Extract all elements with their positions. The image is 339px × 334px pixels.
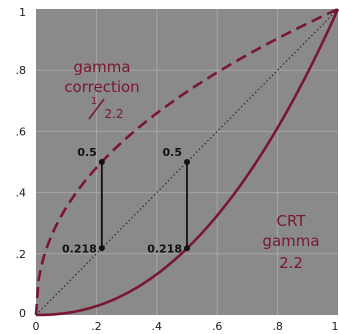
gamma-correction-curve	[34, 7, 339, 316]
marker-point-top	[184, 159, 190, 165]
crt-gamma-label-line2: gamma	[262, 232, 319, 250]
y-tick-label: .2	[16, 248, 27, 261]
grid-lines	[36, 9, 338, 315]
tick-labels: 0 .2 .4 .6 .8 1 0 .2 .4 .6 .8 1	[16, 6, 339, 333]
marker-point-bottom	[98, 245, 105, 252]
y-tick-label: .6	[16, 125, 27, 138]
gamma-correction-label-line1: gamma	[73, 58, 130, 76]
y-tick-label: .4	[16, 187, 27, 200]
crt-gamma-label-line1: CRT	[277, 212, 307, 230]
y-tick-label: 0	[19, 307, 26, 320]
x-tick-label: 1	[332, 320, 339, 333]
crt-gamma-label-line3: 2.2	[279, 254, 303, 272]
fraction-slash	[88, 98, 105, 120]
marker-point-bottom	[184, 245, 190, 252]
x-tick-label: .4	[152, 320, 163, 333]
gamma-correction-label-line2: correction	[64, 78, 139, 96]
marker-group: 0.5 0.218 0.5 0.218	[62, 146, 190, 255]
x-tick-label: 0	[33, 320, 40, 333]
marker-point-top	[98, 159, 105, 165]
marker-label-bottom: 0.218	[147, 242, 182, 255]
marker-label-top: 0.5	[77, 146, 97, 159]
x-tick-label: .8	[272, 320, 283, 333]
marker-label-bottom: 0.218	[62, 242, 97, 255]
y-tick-label: .8	[16, 64, 27, 77]
gamma-correction-fraction-numerator: 1	[91, 96, 97, 107]
x-tick-label: .6	[212, 320, 223, 333]
y-tick-label: 1	[19, 6, 26, 19]
marker-label-top: 0.5	[163, 146, 183, 159]
x-tick-label: .2	[91, 320, 102, 333]
gamma-correction-fraction-denominator: 2.2	[104, 107, 123, 121]
